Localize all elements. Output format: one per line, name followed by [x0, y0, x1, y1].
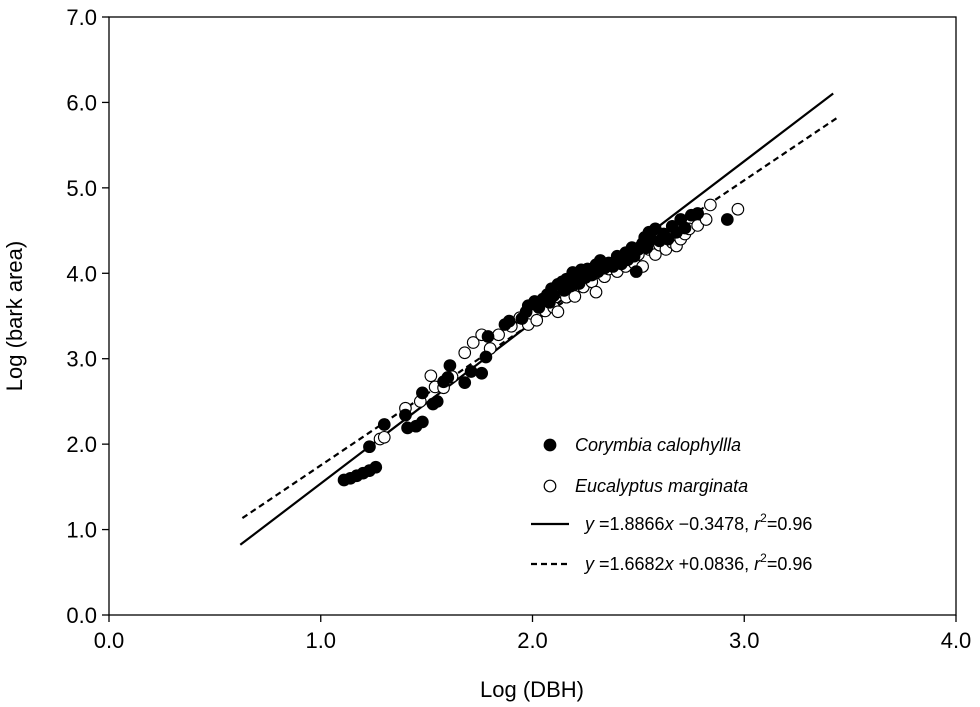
- legend-label-fit-corymbia: y =1.8866x −0.3478, r2=0.96: [583, 511, 812, 534]
- point-eucalyptus: [530, 313, 544, 327]
- y-tick-label: 2.0: [66, 432, 97, 457]
- x-tick-label: 3.0: [729, 628, 760, 653]
- x-axis-title: Log (DBH): [480, 677, 584, 702]
- x-tick-label: 1.0: [305, 628, 336, 653]
- point-corymbia: [479, 350, 493, 364]
- point-eucalyptus: [377, 430, 391, 444]
- point-corymbia: [430, 395, 444, 408]
- y-tick-label: 1.0: [66, 518, 97, 543]
- y-tick-label: 0.0: [66, 603, 97, 628]
- point-corymbia: [464, 365, 478, 378]
- x-tick-label: 0.0: [94, 628, 125, 653]
- point-corymbia: [377, 418, 391, 431]
- y-tick-label: 7.0: [66, 5, 97, 30]
- point-eucalyptus: [731, 202, 745, 216]
- point-corymbia: [678, 221, 692, 235]
- point-corymbia: [369, 460, 383, 474]
- data-points: [337, 198, 745, 487]
- legend-marker-eucalyptus: [543, 479, 557, 493]
- point-eucalyptus: [466, 336, 480, 349]
- y-axis-title: Log (bark area): [2, 241, 27, 391]
- point-corymbia: [458, 376, 472, 389]
- y-tick-label: 4.0: [66, 261, 97, 286]
- point-corymbia: [629, 265, 643, 278]
- axes: 0.0 1.0 2.0 3.0 4.0 5.0 6.0 7.0 0.0 1.0 2.0 3.0 4.0: [66, 5, 971, 653]
- y-tick-label: 6.0: [66, 90, 97, 115]
- y-tick-label: 5.0: [66, 176, 97, 201]
- point-corymbia: [481, 330, 495, 343]
- point-eucalyptus: [589, 285, 603, 299]
- legend-marker-corymbia: [543, 438, 557, 452]
- point-corymbia: [443, 359, 457, 372]
- point-corymbia: [441, 371, 455, 384]
- point-eucalyptus: [551, 305, 565, 319]
- point-corymbia: [363, 440, 376, 454]
- legend-label-corymbia: Corymbia calophyllla: [575, 435, 741, 455]
- point-corymbia: [399, 408, 412, 422]
- point-corymbia: [691, 207, 705, 220]
- x-tick-label: 2.0: [517, 628, 548, 653]
- x-tick-label: 4.0: [941, 628, 972, 653]
- point-corymbia: [416, 386, 429, 400]
- point-corymbia: [720, 213, 734, 226]
- legend-label-eucalyptus: Eucalyptus marginata: [575, 476, 748, 496]
- point-corymbia: [547, 289, 561, 302]
- point-eucalyptus: [704, 198, 717, 212]
- legend: Corymbia calophyllla Eucalyptus marginat…: [531, 435, 812, 574]
- point-eucalyptus: [699, 213, 713, 226]
- point-corymbia: [661, 232, 675, 246]
- y-tick-label: 3.0: [66, 347, 97, 372]
- point-eucalyptus: [492, 328, 505, 342]
- point-corymbia: [475, 366, 489, 380]
- legend-label-fit-eucalyptus: y =1.6682x +0.0836, r2=0.96: [583, 551, 812, 574]
- point-eucalyptus: [424, 369, 438, 383]
- point-corymbia: [502, 314, 516, 328]
- point-corymbia: [416, 415, 429, 429]
- point-eucalyptus: [458, 346, 472, 360]
